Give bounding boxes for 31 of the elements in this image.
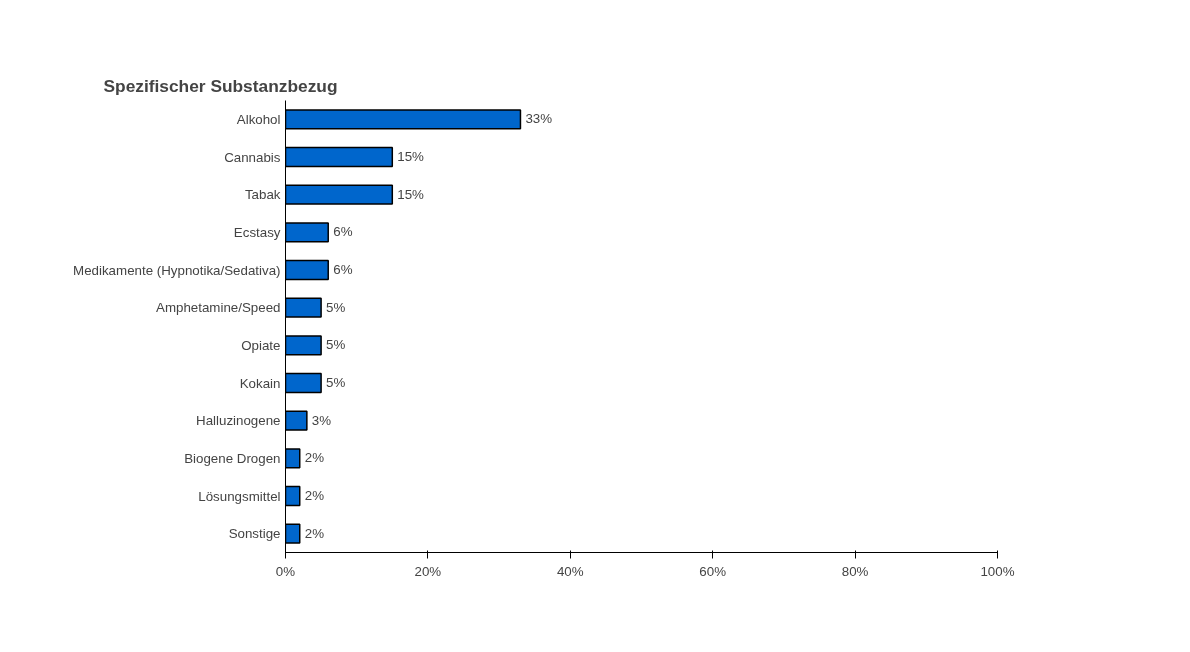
y-tick-label: Ecstasy <box>233 224 281 240</box>
data-label: 5% <box>326 375 346 390</box>
data-label: 3% <box>311 412 332 428</box>
data-label: 2% <box>304 525 325 541</box>
y-tick-label: Amphetamine/Speed <box>156 300 281 316</box>
x-tick-label: 40% <box>556 563 584 579</box>
y-tick-label: Halluzinogene <box>196 413 281 429</box>
data-label: 2% <box>304 488 325 503</box>
x-tick-label: 20% <box>414 563 442 579</box>
data-label: 2% <box>304 450 325 466</box>
data-label: 15% <box>397 149 425 164</box>
y-tick-label: Cannabis <box>224 149 281 165</box>
y-tick-label: Tabak <box>244 187 281 203</box>
y-tick-label: Alkohol <box>236 111 281 127</box>
y-tick-label: Biogene Drogen <box>184 450 281 466</box>
chart-title: Spezifischer Substanzbezug <box>103 75 338 96</box>
y-tick-label: Opiate <box>241 337 281 353</box>
data-label: 5% <box>326 299 346 315</box>
y-tick-label: Medikamente (Hypnotika/Sedativa) <box>73 262 281 278</box>
y-tick-label: Lösungsmittel <box>198 488 281 504</box>
x-tick-label: 100% <box>980 563 1015 579</box>
y-tick-label: Kokain <box>239 375 281 391</box>
x-tick-label: 60% <box>699 563 727 579</box>
x-tick-label: 80% <box>841 563 869 579</box>
data-label: 6% <box>333 262 353 277</box>
data-label: 5% <box>326 337 346 353</box>
data-label: 33% <box>525 111 553 127</box>
x-tick-label: 0% <box>275 563 296 579</box>
data-label: 6% <box>333 224 353 240</box>
y-tick-label: Sonstige <box>228 526 281 542</box>
data-label: 15% <box>397 186 425 202</box>
